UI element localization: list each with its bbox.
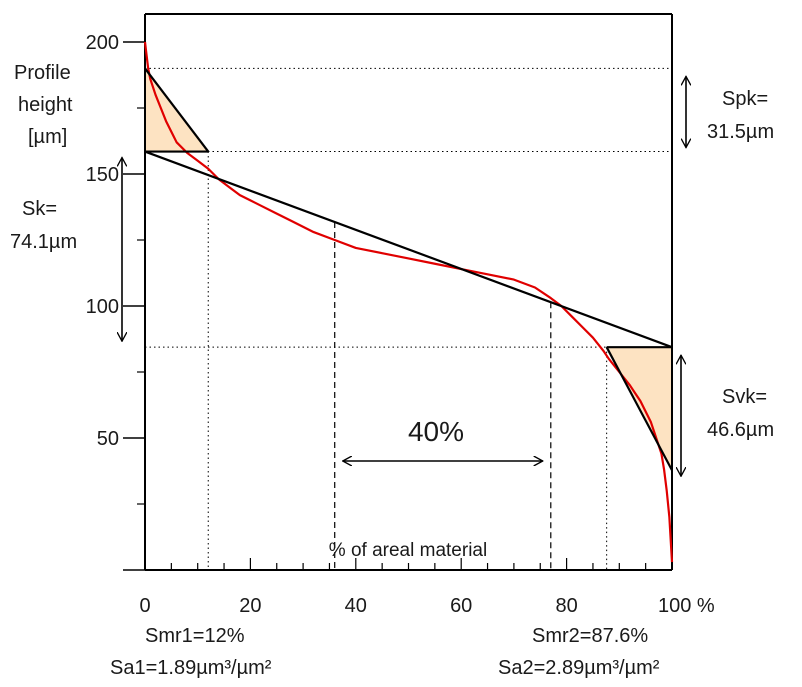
arrow-layer xyxy=(122,76,686,476)
y-tick-label-150: 150 xyxy=(86,164,119,186)
spk-label-line-1: Spk= xyxy=(722,88,768,110)
window-label: 40% xyxy=(408,416,464,447)
guide-layer xyxy=(145,67,672,570)
x-tick-label-0: 0 xyxy=(139,595,150,617)
svk-label-line-2: 46.6µm xyxy=(707,419,774,441)
y-axis-label-line-1: Profile xyxy=(14,62,71,84)
text-layer: Profile height [µm] % of areal material … xyxy=(10,32,774,679)
y-tick-label-50: 50 xyxy=(97,428,119,450)
sk-label-line-2: 74.1µm xyxy=(10,231,77,253)
spk-label-line-2: 31.5µm xyxy=(707,121,774,143)
sa1-label: Sa1=1.89µm³/µm² xyxy=(110,657,272,679)
x-tick-label-60: 60 xyxy=(450,595,472,617)
fill-layer xyxy=(145,68,672,471)
valley-triangle-hypotenuse xyxy=(605,346,673,471)
series-layer xyxy=(143,41,674,563)
x-tick-label-80: 80 xyxy=(555,595,577,617)
x-tick-label-40: 40 xyxy=(345,595,367,617)
svk-label-line-1: Svk= xyxy=(722,386,767,408)
x-tick-label-100: 100 % xyxy=(658,595,715,617)
core-line xyxy=(144,150,673,349)
x-axis-label: % of areal material xyxy=(329,540,487,561)
y-tick-label-200: 200 xyxy=(86,32,119,54)
smr1-label: Smr1=12% xyxy=(145,625,245,647)
peak-triangle-hypotenuse xyxy=(144,67,210,153)
y-axis-label-line-2: height xyxy=(18,94,73,116)
sa2-label: Sa2=2.89µm³/µm² xyxy=(498,657,660,679)
bearing-curve-series-0 xyxy=(143,41,674,563)
axes-layer xyxy=(123,13,673,571)
y-tick-label-100: 100 xyxy=(86,296,119,318)
y-axis-label-line-3: [µm] xyxy=(28,126,67,148)
x-tick-label-20: 20 xyxy=(239,595,261,617)
sk-label-line-1: Sk= xyxy=(22,198,57,220)
smr2-label: Smr2=87.6% xyxy=(532,625,648,647)
